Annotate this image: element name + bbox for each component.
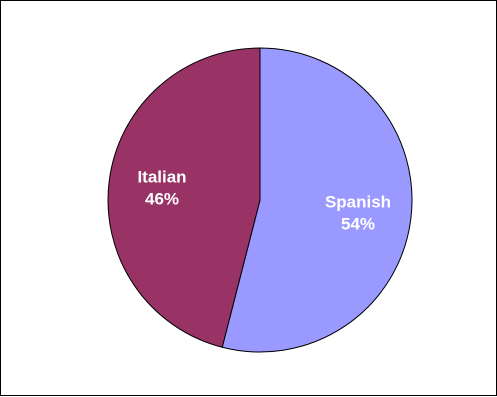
pie-slice-spanish	[221, 47, 413, 353]
slice-label-italian: Italian	[137, 168, 186, 187]
slice-label-spanish: Spanish	[325, 192, 391, 211]
pie-slice-italian	[107, 47, 261, 348]
slice-percent-italian: 46%	[145, 190, 179, 209]
slice-percent-spanish: 54%	[341, 214, 375, 233]
